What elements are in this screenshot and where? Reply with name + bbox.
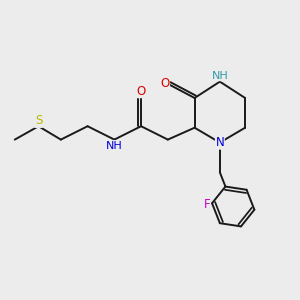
- Text: O: O: [136, 85, 146, 98]
- Text: NH: NH: [106, 140, 123, 151]
- Text: N: N: [215, 136, 224, 149]
- Text: S: S: [35, 114, 42, 128]
- Text: O: O: [160, 76, 170, 90]
- Text: F: F: [203, 198, 210, 211]
- Text: NH: NH: [212, 71, 228, 81]
